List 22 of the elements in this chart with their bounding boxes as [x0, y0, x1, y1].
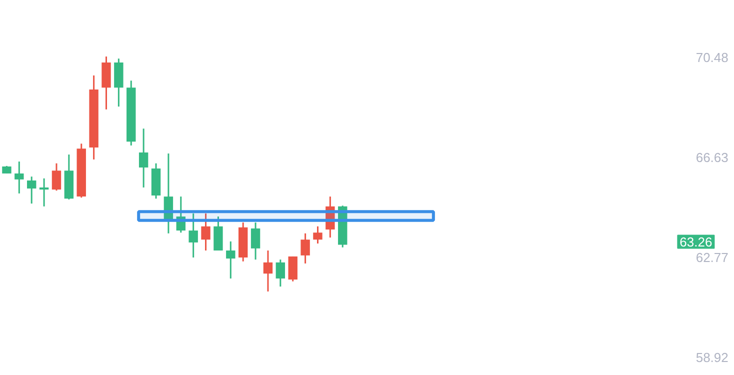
candlestick [176, 196, 186, 234]
candlestick [52, 162, 62, 192]
candlestick [164, 152, 174, 234]
candlestick [27, 176, 36, 204]
y-tick-label: 70.48 [696, 50, 728, 66]
candlestick [188, 212, 198, 258]
y-tick-label: 66.63 [696, 150, 728, 165]
y-tick-label: 62.77 [696, 250, 728, 265]
annotation: 63.26 [680, 234, 712, 250]
candlestick [300, 232, 310, 264]
candlestick [263, 250, 273, 292]
candlestick [138, 128, 148, 188]
candlestick [276, 258, 286, 288]
y-tick-label: 58.92 [696, 350, 728, 365]
candlestick [288, 256, 298, 282]
candlestick [313, 226, 322, 244]
candlestick [201, 212, 210, 252]
candlestick [14, 160, 24, 194]
candlestick [39, 178, 49, 208]
candlestick [326, 196, 335, 238]
candlestick [250, 222, 260, 260]
candlestick [226, 240, 236, 280]
